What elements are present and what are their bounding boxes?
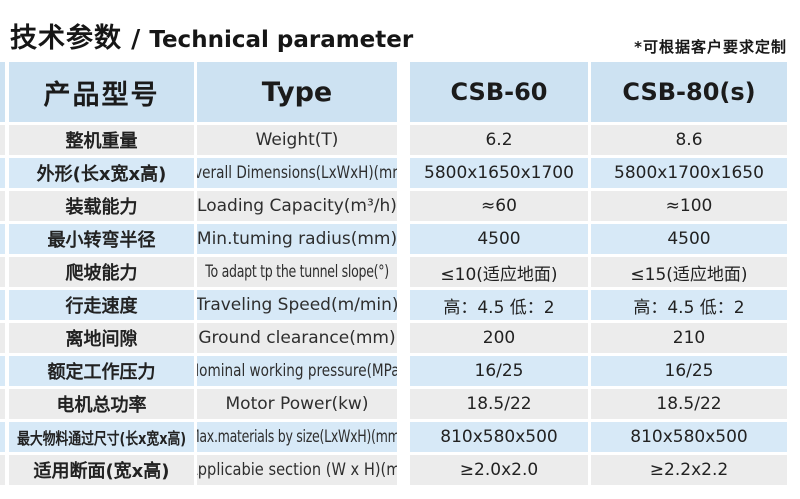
param-name-en: Ground clearance(mm) xyxy=(197,323,397,353)
param-name-en: Max.materials by size(LxWxH)(mm) xyxy=(197,422,397,452)
table-row: 电机总功率 Motor Power(kw) 18.5/22 18.5/22 xyxy=(0,389,787,419)
table-row: 最大物料通过尺寸(长x宽x高) Max.materials by size(LxW… xyxy=(0,422,787,452)
row-edge-sliver xyxy=(0,356,5,386)
param-name-en: Min.tuming radius(mm) xyxy=(197,224,397,254)
value-csb-60: 810x580x500 xyxy=(410,422,588,452)
value-csb-60: 18.5/22 xyxy=(410,389,588,419)
value-csb-80s: ≤15(适应地面) xyxy=(591,257,787,287)
param-name-cn: 适用断面(宽x高) xyxy=(9,455,194,485)
table-row: 装载能力 Loading Capacity(m³/h) ≈60 ≈100 xyxy=(0,191,787,221)
value-csb-80s: 210 xyxy=(591,323,787,353)
param-name-en: Weight(T) xyxy=(197,125,397,155)
value-csb-80s: 5800x1700x1650 xyxy=(591,158,787,188)
table-row: 爬坡能力 To adapt tp the tunnel slope(°) ≤10(适… xyxy=(0,257,787,287)
value-csb-80s: 810x580x500 xyxy=(591,422,787,452)
table-row: 离地间隙 Ground clearance(mm) 200 210 xyxy=(0,323,787,353)
table-row: 额定工作压力 Nominal working pressure(MPa) 16/25… xyxy=(0,356,787,386)
value-csb-80s: ≥2.2x2.2 xyxy=(591,455,787,485)
value-csb-60: 6.2 xyxy=(410,125,588,155)
param-name-cn: 离地间隙 xyxy=(9,323,194,353)
table-header-row: 产品型号 Type CSB-60 CSB-80(s) xyxy=(0,62,787,122)
param-name-cn: 爬坡能力 xyxy=(9,257,194,287)
param-name-en: Traveling Speed(m/min) xyxy=(197,290,397,320)
value-csb-60: 5800x1650x1700 xyxy=(410,158,588,188)
param-name-cn: 装载能力 xyxy=(9,191,194,221)
row-edge-sliver xyxy=(0,323,5,353)
row-edge-sliver xyxy=(0,455,5,485)
value-csb-60: 高：4.5 低：2 xyxy=(410,290,588,320)
table-row: 最小转弯半径 Min.tuming radius(mm) 4500 4500 xyxy=(0,224,787,254)
value-csb-80s: 16/25 xyxy=(591,356,787,386)
value-csb-80s: 4500 xyxy=(591,224,787,254)
value-csb-60: ≥2.0x2.0 xyxy=(410,455,588,485)
value-csb-80s: 8.6 xyxy=(591,125,787,155)
param-name-en: Overall Dimensions(LxWxH)(mm) xyxy=(197,158,397,188)
page-title-cn: 技术参数 xyxy=(10,23,122,54)
page-title-en: Technical parameter xyxy=(149,27,414,53)
row-edge-sliver xyxy=(0,62,5,122)
value-csb-80s: ≈100 xyxy=(591,191,787,221)
param-name-cn: 电机总功率 xyxy=(9,389,194,419)
row-edge-sliver xyxy=(0,422,5,452)
param-name-en: Applicabie section (W x H)(m) xyxy=(197,455,397,485)
row-edge-sliver xyxy=(0,290,5,320)
value-csb-60: 16/25 xyxy=(410,356,588,386)
param-name-en: To adapt tp the tunnel slope(°) xyxy=(197,257,397,287)
row-edge-sliver xyxy=(0,158,5,188)
header-csb-60: CSB-60 xyxy=(410,62,588,122)
row-edge-sliver xyxy=(0,125,5,155)
value-csb-60: 200 xyxy=(410,323,588,353)
param-name-en: Loading Capacity(m³/h) xyxy=(197,191,397,221)
param-name-cn: 外形(长x宽x高) xyxy=(9,158,194,188)
row-edge-sliver xyxy=(0,191,5,221)
value-csb-60: ≈60 xyxy=(410,191,588,221)
row-edge-sliver xyxy=(0,224,5,254)
param-name-cn: 整机重量 xyxy=(9,125,194,155)
value-csb-80s: 高：4.5 低：2 xyxy=(591,290,787,320)
value-csb-60: 4500 xyxy=(410,224,588,254)
customization-note: *可根据客户要求定制 xyxy=(634,38,787,56)
table-row: 整机重量 Weight(T) 6.2 8.6 xyxy=(0,125,787,155)
param-name-en: Motor Power(kw) xyxy=(197,389,397,419)
param-name-cn: 最小转弯半径 xyxy=(9,224,194,254)
table-row: 外形(长x宽x高)Overall Dimensions(LxWxH)(mm) 58… xyxy=(0,158,787,188)
parameter-table: 产品型号 Type CSB-60 CSB-80(s) 整机重量 Weight(T)… xyxy=(0,62,787,488)
header-product-model: 产品型号 xyxy=(9,62,194,122)
table-row: 适用断面(宽x高) Applicabie section (W x H)(m) ≥2… xyxy=(0,455,787,485)
page-title: 技术参数 / Technical parameter xyxy=(10,16,413,55)
header-csb-80s: CSB-80(s) xyxy=(591,62,787,122)
param-name-cn: 额定工作压力 xyxy=(9,356,194,386)
row-edge-sliver xyxy=(0,257,5,287)
row-edge-sliver xyxy=(0,389,5,419)
value-csb-80s: 18.5/22 xyxy=(591,389,787,419)
page-title-separator: / xyxy=(131,24,141,53)
param-name-en: Nominal working pressure(MPa) xyxy=(197,356,397,386)
value-csb-60: ≤10(适应地面) xyxy=(410,257,588,287)
param-name-cn: 最大物料通过尺寸(长x宽x高) xyxy=(9,422,194,452)
table-row: 行走速度 Traveling Speed(m/min) 高：4.5 低：2 高：4.5… xyxy=(0,290,787,320)
param-name-cn: 行走速度 xyxy=(9,290,194,320)
header-type: Type xyxy=(197,62,397,122)
